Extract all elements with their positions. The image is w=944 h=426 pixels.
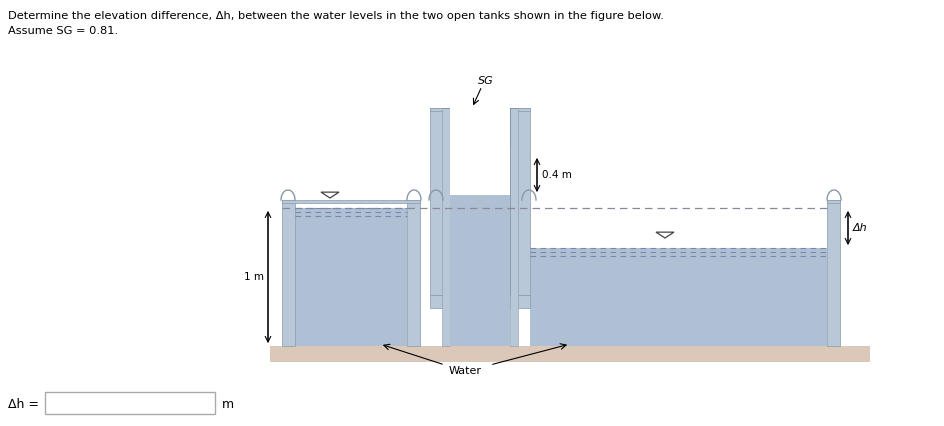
Bar	[510, 148, 517, 295]
Bar	[517, 108, 530, 295]
Bar	[510, 108, 518, 346]
Text: m: m	[222, 397, 234, 411]
Bar	[430, 295, 530, 308]
Bar	[442, 108, 450, 346]
Bar	[443, 148, 450, 295]
Bar	[430, 108, 530, 111]
Text: Determine the elevation difference, Δh, between the water levels in the two open: Determine the elevation difference, Δh, …	[8, 11, 664, 21]
Bar	[827, 200, 840, 346]
Text: Δh =: Δh =	[8, 397, 39, 411]
Text: 1 m: 1 m	[244, 272, 264, 282]
Text: Assume SG = 0.81.: Assume SG = 0.81.	[8, 26, 118, 36]
Bar	[282, 200, 420, 203]
Bar	[443, 108, 517, 148]
Bar	[295, 208, 407, 346]
Text: SG: SG	[478, 76, 494, 86]
Bar	[530, 248, 827, 346]
Bar	[827, 200, 840, 203]
Bar	[407, 200, 420, 346]
Bar	[430, 108, 443, 295]
Bar	[450, 195, 510, 346]
Bar	[450, 108, 510, 195]
Bar	[45, 392, 215, 414]
Text: Water: Water	[448, 366, 481, 376]
Bar	[270, 346, 870, 362]
Text: 0.4 m: 0.4 m	[542, 170, 572, 180]
Bar	[282, 200, 295, 346]
Text: Δh: Δh	[853, 223, 868, 233]
